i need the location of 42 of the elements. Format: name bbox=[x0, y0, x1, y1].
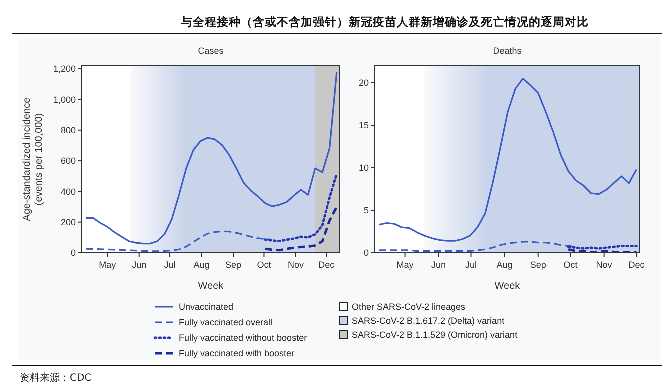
legend-label: Fully vaccinated with booster bbox=[179, 348, 295, 359]
legend-label: Unvaccinated bbox=[179, 302, 234, 312]
x-tick-label: Jul bbox=[164, 260, 176, 270]
x-axis-title: Week bbox=[494, 281, 522, 292]
y-tick-label: 0 bbox=[70, 248, 76, 258]
y-axis-title: Age-standardized incidence (events per 100,000) bbox=[22, 97, 45, 222]
x-tick-label: Sep bbox=[530, 260, 546, 270]
y-tick-label: 5 bbox=[364, 206, 369, 216]
x-tick-label: Nov bbox=[596, 260, 613, 270]
x-tick-label: Oct bbox=[564, 260, 578, 270]
y-tick-label: 400 bbox=[60, 186, 76, 197]
y-tick-label: 10 bbox=[358, 163, 369, 174]
x-tick-label: May bbox=[99, 260, 117, 270]
x-tick-label: Aug bbox=[496, 260, 513, 270]
x-tick-label: Aug bbox=[194, 260, 210, 270]
text: 资料来源：CDC bbox=[20, 372, 92, 384]
x-tick-label: Oct bbox=[257, 260, 272, 270]
y-tick-label: 1,200 bbox=[53, 64, 76, 74]
legend-label: SARS-CoV-2 B.1.617.2 (Delta) variant bbox=[352, 316, 506, 326]
x-tick-label: May bbox=[396, 260, 414, 270]
text: 与全程接种（含或不含加强针）新冠疫苗人群新增确诊及死亡情况的逐周对比 bbox=[180, 15, 589, 29]
y-tick-label: 600 bbox=[60, 156, 76, 166]
legend-label: Fully vaccinated overall bbox=[179, 318, 273, 328]
x-tick-label: Dec bbox=[628, 260, 646, 270]
x-tick-label: Jun bbox=[432, 260, 446, 270]
y-tick-label: 200 bbox=[60, 217, 76, 228]
y-tick-label: 15 bbox=[358, 120, 369, 131]
x-tick-label: Jun bbox=[132, 260, 147, 270]
x-tick-label: Dec bbox=[318, 260, 336, 270]
x-tick-label: Sep bbox=[226, 260, 242, 270]
legend-label: SARS-CoV-2 B.1.1.529 (Omicron) variant bbox=[352, 330, 518, 340]
y-tick-label: 0 bbox=[364, 248, 369, 258]
y-tick-label: 1,000 bbox=[53, 94, 76, 105]
y-tick-label: 800 bbox=[60, 126, 76, 136]
y-tick-label: 20 bbox=[358, 78, 369, 88]
chart-title: Deaths bbox=[493, 46, 522, 56]
legend-label: Fully vaccinated without booster bbox=[179, 333, 308, 344]
x-tick-label: Jul bbox=[466, 260, 478, 270]
chart-subtitle: Cases bbox=[198, 46, 224, 56]
x-tick-label: Nov bbox=[288, 260, 304, 270]
legend-label: Other SARS-CoV-2 lineages bbox=[352, 302, 466, 312]
x-axis-title: Week bbox=[198, 281, 225, 292]
